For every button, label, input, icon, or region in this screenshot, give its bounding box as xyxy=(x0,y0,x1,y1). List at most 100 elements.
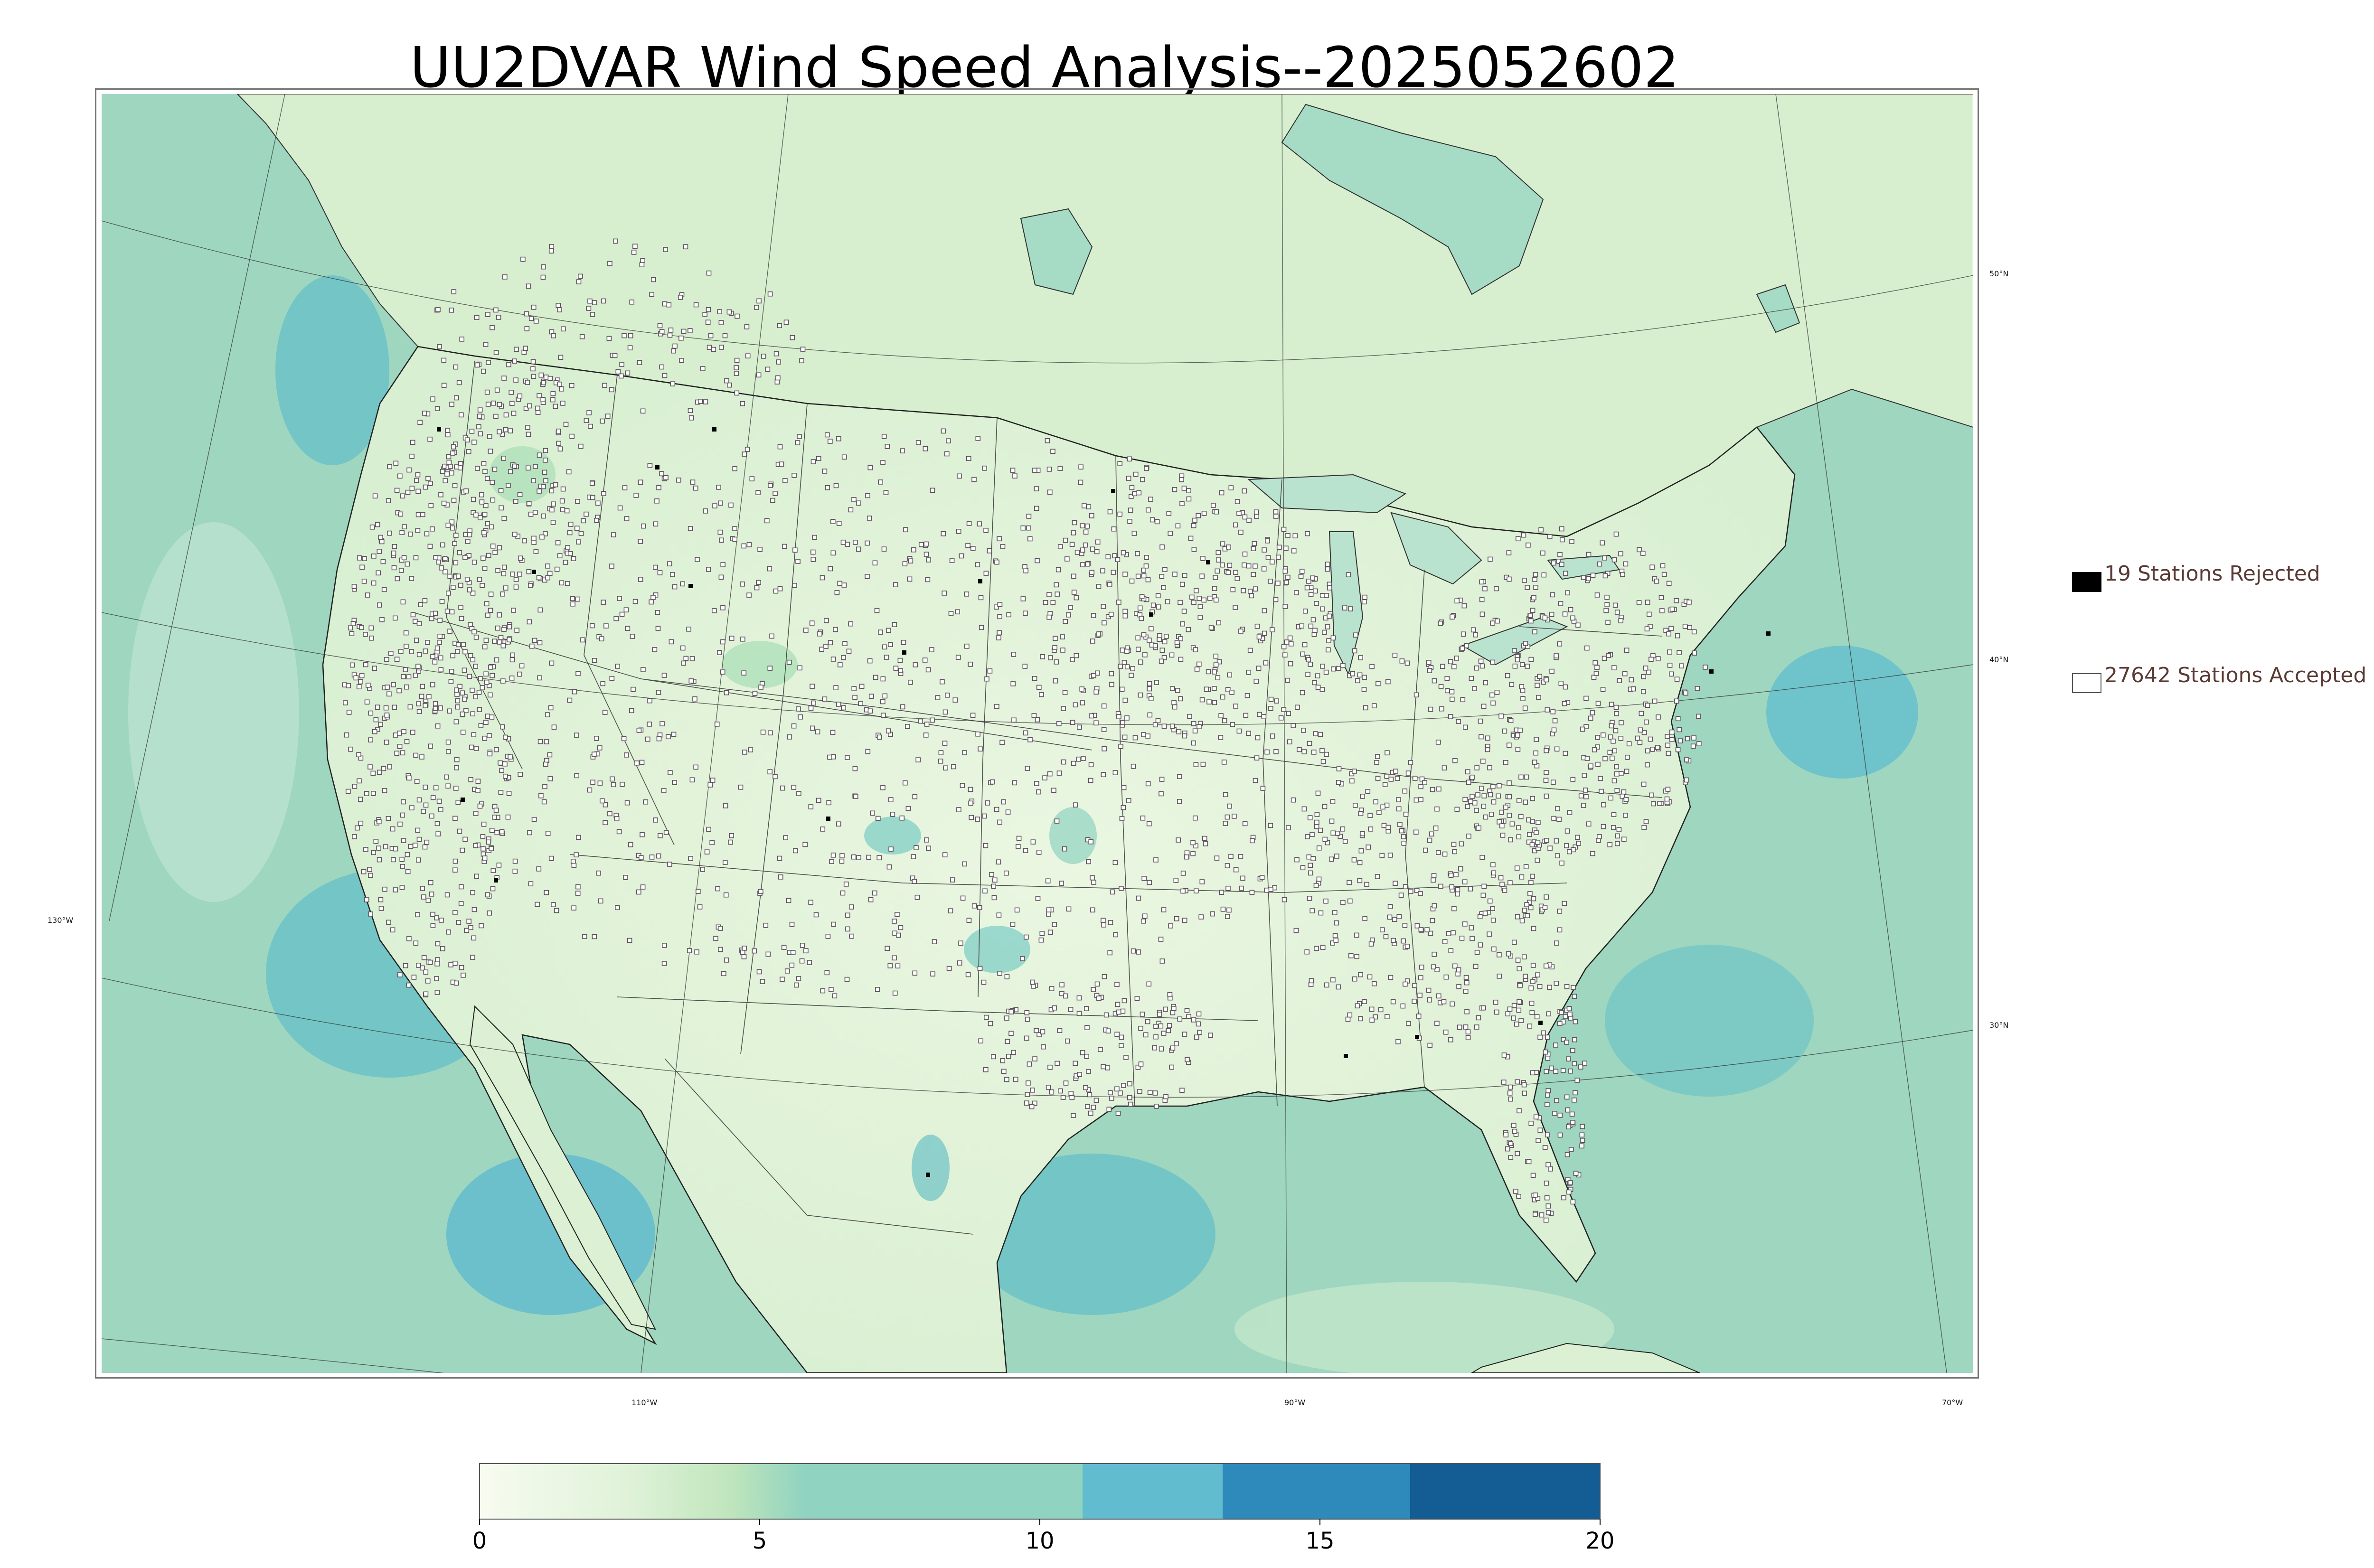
station-accepted-marker xyxy=(1432,903,1437,909)
station-accepted-marker xyxy=(1118,743,1123,749)
station-accepted-marker xyxy=(686,627,691,632)
station-accepted-marker xyxy=(1323,669,1329,675)
station-accepted-marker xyxy=(622,485,628,490)
station-accepted-marker xyxy=(390,927,396,933)
station-accepted-marker xyxy=(1147,681,1152,686)
station-accepted-marker xyxy=(433,706,438,711)
station-accepted-marker xyxy=(1509,821,1515,826)
station-accepted-marker xyxy=(983,843,989,848)
station-accepted-marker xyxy=(1219,490,1225,496)
station-accepted-marker xyxy=(449,470,454,476)
station-accepted-marker xyxy=(742,451,747,457)
station-accepted-marker xyxy=(627,345,633,351)
station-accepted-marker xyxy=(499,768,504,773)
station-accepted-marker xyxy=(625,626,631,631)
station-accepted-marker xyxy=(1378,1007,1384,1013)
station-accepted-marker xyxy=(1310,856,1316,861)
station-accepted-marker xyxy=(1141,632,1147,638)
station-accepted-marker xyxy=(1649,564,1655,570)
station-accepted-marker xyxy=(410,730,415,735)
station-accepted-marker xyxy=(1270,733,1275,739)
station-accepted-marker xyxy=(1457,1024,1462,1030)
station-accepted-marker xyxy=(768,483,773,488)
station-accepted-marker xyxy=(538,793,544,798)
station-accepted-marker xyxy=(1091,673,1096,678)
station-accepted-marker xyxy=(1575,835,1580,840)
station-accepted-marker xyxy=(945,693,950,698)
station-accepted-marker xyxy=(678,335,684,341)
station-accepted-marker xyxy=(470,711,476,716)
station-accepted-marker xyxy=(828,566,833,572)
station-accepted-marker xyxy=(1616,827,1622,832)
station-accepted-marker xyxy=(584,418,589,423)
station-accepted-marker xyxy=(649,291,654,297)
station-accepted-marker xyxy=(489,524,494,530)
station-accepted-marker xyxy=(964,643,970,649)
station-accepted-marker xyxy=(377,549,382,554)
station-accepted-marker xyxy=(1683,690,1688,696)
station-accepted-marker xyxy=(672,584,678,590)
station-accepted-marker xyxy=(359,625,364,630)
station-accepted-marker xyxy=(1242,551,1248,557)
station-accepted-marker xyxy=(1022,564,1027,569)
station-accepted-marker xyxy=(1448,659,1453,665)
station-accepted-marker xyxy=(475,788,480,793)
station-accepted-marker xyxy=(498,790,504,795)
station-accepted-marker xyxy=(1071,573,1076,579)
station-accepted-marker xyxy=(1210,911,1215,917)
station-accepted-marker xyxy=(1569,539,1574,544)
station-accepted-marker xyxy=(587,787,593,793)
station-accepted-marker xyxy=(1199,697,1205,703)
station-accepted-marker xyxy=(1268,579,1273,584)
station-accepted-marker xyxy=(1523,864,1529,869)
station-accepted-marker xyxy=(1324,982,1329,988)
station-accepted-marker xyxy=(512,868,518,874)
station-accepted-marker xyxy=(531,817,537,822)
station-accepted-marker xyxy=(1303,609,1308,614)
station-accepted-marker xyxy=(1505,1146,1510,1152)
station-accepted-marker xyxy=(357,555,362,561)
station-accepted-marker xyxy=(1544,963,1549,969)
station-accepted-marker xyxy=(524,311,529,317)
station-accepted-marker xyxy=(1519,684,1525,689)
station-accepted-marker xyxy=(634,761,640,766)
station-accepted-marker xyxy=(376,845,381,851)
station-accepted-marker xyxy=(1178,636,1183,641)
station-accepted-marker xyxy=(510,652,515,658)
station-accepted-marker xyxy=(1305,834,1310,839)
station-accepted-marker xyxy=(619,611,625,617)
station-accepted-marker xyxy=(867,465,873,470)
station-accepted-marker xyxy=(893,582,898,587)
station-accepted-marker xyxy=(1197,615,1203,620)
station-accepted-marker xyxy=(1342,839,1348,844)
station-accepted-marker xyxy=(870,810,876,816)
station-accepted-marker xyxy=(592,934,597,939)
station-accepted-marker xyxy=(391,682,396,687)
station-accepted-marker xyxy=(966,521,972,526)
station-accepted-marker xyxy=(1393,769,1398,774)
station-accepted-marker xyxy=(527,619,532,625)
station-accepted-marker xyxy=(509,401,515,406)
station-accepted-marker xyxy=(1479,597,1485,602)
station-accepted-marker xyxy=(619,373,624,379)
station-accepted-marker xyxy=(1588,763,1593,769)
station-accepted-marker xyxy=(1041,1044,1046,1050)
station-accepted-marker xyxy=(1519,918,1525,924)
station-accepted-marker xyxy=(438,492,443,498)
station-accepted-marker xyxy=(1334,920,1339,926)
station-accepted-marker xyxy=(1497,819,1502,825)
station-accepted-marker xyxy=(1308,863,1313,868)
station-accepted-marker xyxy=(688,856,693,861)
station-accepted-marker xyxy=(1497,952,1502,958)
station-accepted-marker xyxy=(607,811,612,817)
station-accepted-marker xyxy=(575,891,581,896)
station-accepted-marker xyxy=(893,666,899,671)
station-accepted-marker xyxy=(1573,1090,1578,1096)
station-accepted-marker xyxy=(1416,1014,1422,1019)
station-accepted-marker xyxy=(1322,804,1328,809)
station-accepted-marker xyxy=(1191,1017,1196,1023)
station-accepted-marker xyxy=(1281,526,1287,532)
station-accepted-marker xyxy=(451,289,457,294)
station-accepted-marker xyxy=(355,825,360,831)
station-accepted-marker xyxy=(471,935,477,941)
